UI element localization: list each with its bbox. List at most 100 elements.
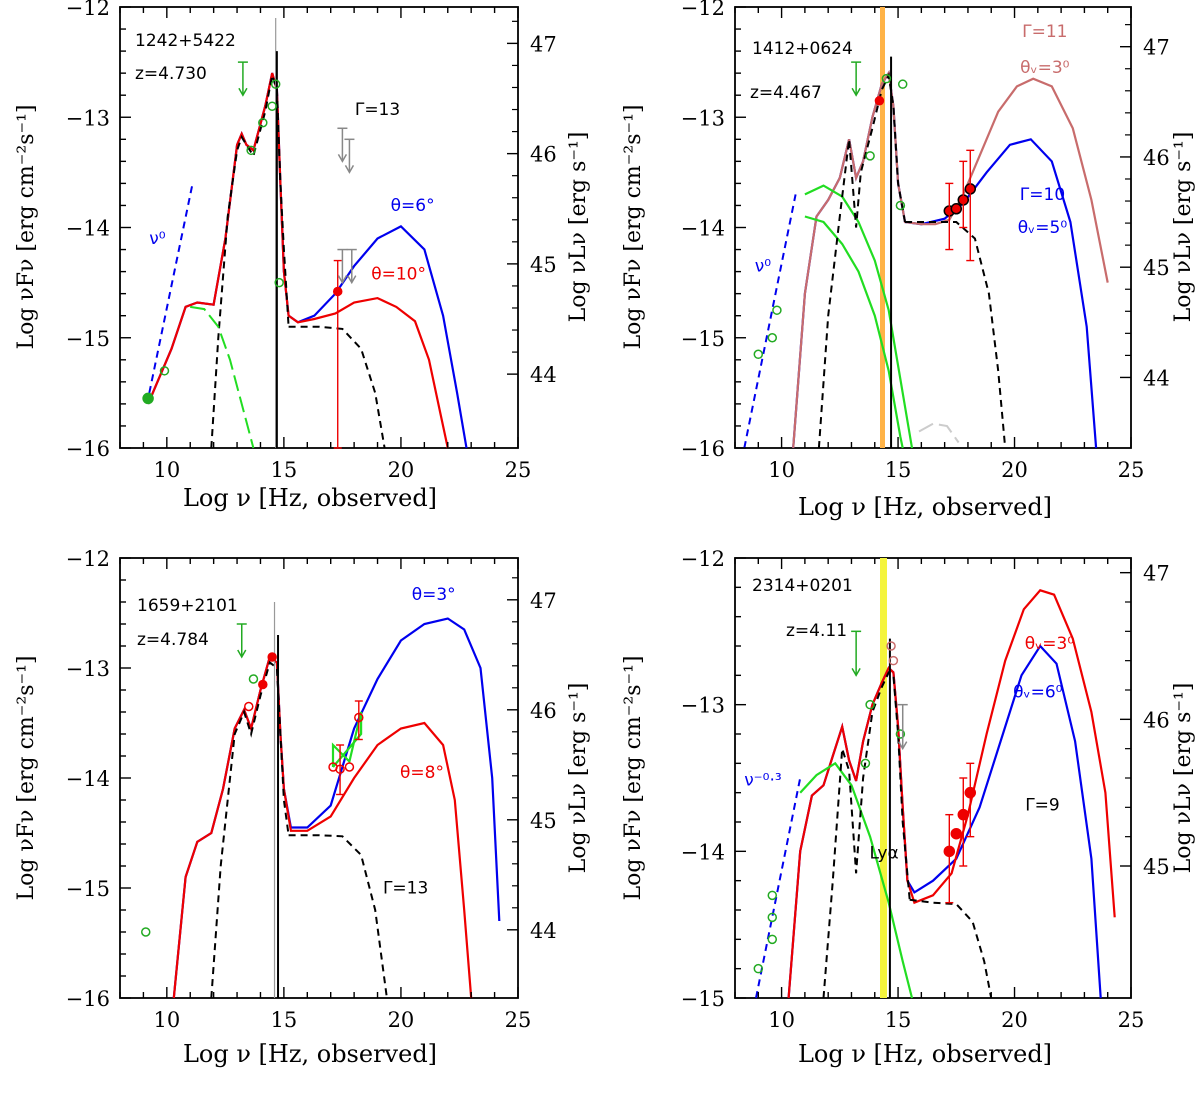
model-curves [755, 589, 1116, 999]
y-axis-label: Log νFν [erg cm⁻²s⁻¹] [621, 104, 646, 349]
data-point [767, 333, 778, 343]
x-tick-label: 25 [505, 1008, 532, 1032]
x-tick-label: 10 [768, 1008, 795, 1032]
y-tick-label: −14 [681, 217, 725, 241]
annotation-label: θᵥ=5⁰ [1018, 218, 1068, 238]
x-tick-label: 20 [388, 458, 415, 482]
annotation-label: Γ=10 [1020, 185, 1065, 205]
data-point [753, 349, 764, 360]
x-tick-label: 25 [1118, 458, 1145, 482]
y2-tick-label: 45 [1143, 855, 1170, 879]
x-tick-label: 20 [1001, 458, 1028, 482]
x-axis-label: Log ν [Hz, observed] [183, 1040, 437, 1068]
y-axis-label: Log νFν [erg cm⁻²s⁻¹] [14, 655, 39, 900]
data-point [244, 701, 254, 712]
x-tick-label: 25 [1118, 1008, 1145, 1032]
x-tick-label: 25 [505, 458, 532, 482]
panel-bottom-left: 10 15 20 25 −16 −15 −14 −13 −12 44 45 46 47 θ=3° θ=8°… [14, 547, 591, 1068]
x-tick-label: 20 [1001, 1008, 1028, 1032]
source-name: 1412+0624 [752, 39, 853, 59]
data-point [950, 203, 963, 215]
y-axis-label: Log νFν [erg cm⁻²s⁻¹] [14, 104, 39, 349]
series-line-3 [288, 325, 386, 449]
annotation-label: θ=3° [412, 585, 456, 605]
series-line-2 [804, 184, 914, 449]
y-tick-label: −13 [681, 106, 725, 130]
lyman-alpha-band [880, 7, 885, 448]
upper-limit-arrow [851, 667, 861, 677]
y-axis-label: Log νFν [erg cm⁻²s⁻¹] [621, 655, 646, 900]
model-curves [743, 69, 1109, 449]
y-tick-label: −12 [66, 0, 110, 20]
y-tick-label: −12 [681, 547, 725, 571]
source-name: 2314+0201 [752, 576, 853, 596]
y2-tick-label: 45 [1143, 256, 1170, 280]
upper-limit-arrow [337, 275, 348, 285]
observed-data [753, 56, 977, 448]
data-point [895, 729, 906, 739]
y2-tick-label: 46 [530, 143, 557, 167]
panel-top-right: 10 15 20 25 −16 −15 −14 −13 −12 44 45 46 47 Γ=11 θᵥ=3… [621, 0, 1196, 521]
annotation-label: Γ=9 [1025, 795, 1060, 815]
data-point [860, 758, 871, 769]
annotation-label: θ=8° [400, 763, 444, 783]
upper-limit-arrow [237, 649, 247, 659]
data-point [267, 652, 277, 662]
annotation-label: θ=6° [391, 196, 435, 216]
data-point [258, 679, 268, 690]
y2-tick-label: 44 [530, 363, 557, 387]
y2-tick-label: 47 [1143, 36, 1170, 60]
data-point [772, 305, 782, 315]
y-tick-label: −14 [66, 217, 110, 241]
data-point [258, 118, 268, 128]
y2-tick-label: 46 [530, 699, 557, 723]
y-tick-label: −16 [681, 437, 725, 461]
annotations: Γ=13 θ=6° θ=10° ν⁰ [149, 100, 434, 284]
data-point [888, 655, 899, 666]
y-tick-label: −12 [681, 0, 725, 20]
x-tick-label: 10 [153, 1008, 180, 1032]
data-point [767, 934, 778, 945]
annotation-label: θ=10° [371, 264, 426, 284]
upper-limit-arrow [851, 87, 861, 97]
data-point [895, 200, 906, 211]
y-tick-label: −15 [66, 327, 110, 351]
x-tick-label: 15 [271, 458, 298, 482]
data-point [886, 641, 896, 651]
y-tick-label: −13 [66, 657, 110, 681]
lyman-alpha-band [880, 558, 887, 998]
y-tick-label: −14 [66, 767, 110, 791]
panel-bottom-right: 10 15 20 25 −15 −14 −13 −12 45 46 47 θᵥ=3⁰ θᵥ=6⁰ Γ=9… [621, 547, 1196, 1068]
annotations: θ=3° θ=8° Γ=13 [383, 585, 456, 899]
upper-limit-arrow [898, 741, 908, 751]
upper-limit-arrow [337, 153, 348, 163]
panel-top-left: 10 15 20 25 −16 −15 −14 −13 −12 44 45 46 47 Γ=13 θ=6°… [14, 0, 591, 512]
y2-axis-label: Log νLν [erg s⁻¹] [566, 683, 591, 874]
observed-data [142, 18, 357, 449]
series-line-7 [918, 422, 960, 444]
y2-axis-label: Log νLν [erg s⁻¹] [566, 132, 591, 323]
annotation-label: θᵥ=6⁰ [1013, 682, 1063, 702]
y-tick-label: −14 [681, 840, 725, 864]
annotation-label: Lyα [869, 844, 898, 864]
series-line-5 [905, 221, 1007, 449]
y2-tick-label: 44 [530, 919, 557, 943]
observed-data [753, 630, 977, 998]
upper-limit-arrow [238, 87, 248, 97]
y2-tick-label: 45 [530, 809, 557, 833]
data-point [267, 101, 277, 111]
data-point [159, 366, 170, 376]
series-line-1 [792, 69, 1109, 449]
x-tick-label: 20 [388, 1008, 415, 1032]
data-point [344, 762, 355, 772]
axis-ticks: 10 15 20 25 −16 −15 −14 −13 −12 44 45 46 47 [681, 0, 1170, 482]
data-point [767, 912, 778, 923]
y2-axis-label: Log νLν [erg s⁻¹] [1171, 683, 1196, 874]
annotation-label: θᵥ=3⁰ [1020, 58, 1070, 78]
y-tick-label: −12 [66, 547, 110, 571]
y2-axis-label: Log νLν [erg s⁻¹] [1171, 132, 1196, 323]
series-line-3 [288, 834, 388, 999]
annotation-label: ν⁰ [755, 257, 771, 277]
annotation-label: Γ=13 [355, 100, 400, 120]
x-tick-label: 15 [271, 1008, 298, 1032]
